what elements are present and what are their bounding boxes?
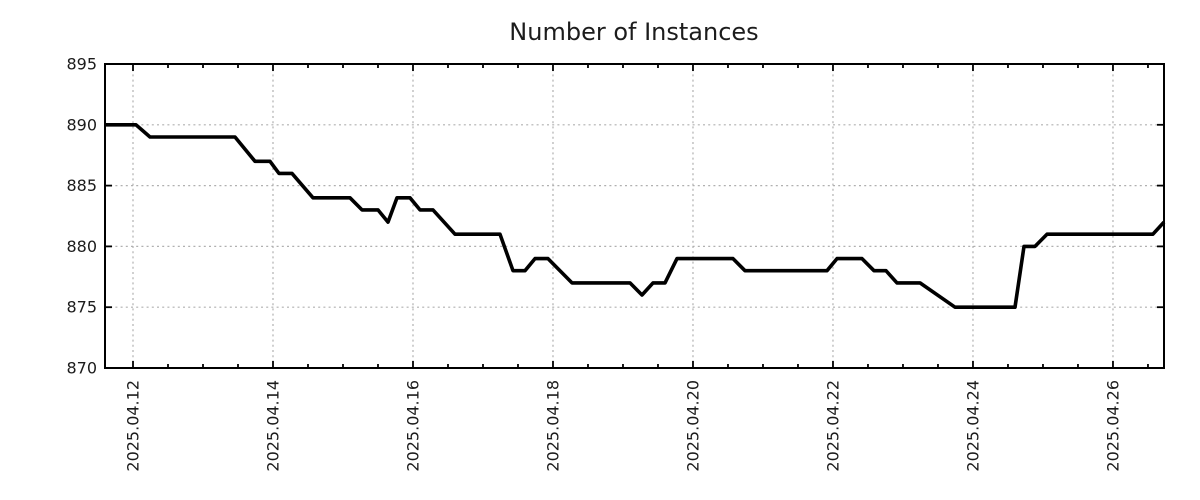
y-tick-label: 890 [66, 115, 97, 134]
y-tick-label: 895 [66, 55, 97, 74]
y-tick-label: 870 [66, 359, 97, 378]
plot-border [104, 63, 1165, 369]
x-tick-label: 2025.04.16 [403, 380, 422, 472]
x-tick-label: 2025.04.24 [963, 380, 982, 472]
y-tick-label: 875 [66, 298, 97, 317]
chart-title: Number of Instances [509, 18, 758, 46]
x-tick-label: 2025.04.12 [123, 380, 142, 472]
x-tick-label: 2025.04.20 [683, 380, 702, 472]
y-tick-label: 885 [66, 176, 97, 195]
series-line-instances [105, 123, 1166, 310]
x-tick-label: 2025.04.18 [543, 380, 562, 472]
x-tick-label: 2025.04.26 [1103, 380, 1122, 472]
y-tick-label: 880 [66, 237, 97, 256]
x-tick-label: 2025.04.14 [263, 380, 282, 472]
x-tick-label: 2025.04.22 [823, 380, 842, 472]
